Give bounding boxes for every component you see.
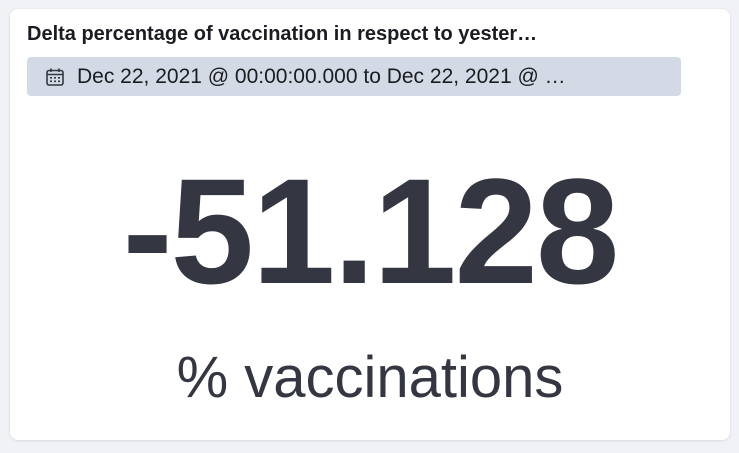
time-range-text: Dec 22, 2021 @ 00:00:00.000 to Dec 22, 2… (77, 64, 566, 88)
panel-title[interactable]: Delta percentage of vaccination in respe… (27, 23, 538, 45)
time-range-badge[interactable]: Dec 22, 2021 @ 00:00:00.000 to Dec 22, 2… (27, 57, 681, 96)
metric-value: -51.128 (122, 147, 620, 315)
calendar-icon (45, 67, 65, 87)
metric-label: % vaccinations (176, 345, 564, 410)
metric-panel: Delta percentage of vaccination in respe… (10, 9, 730, 440)
